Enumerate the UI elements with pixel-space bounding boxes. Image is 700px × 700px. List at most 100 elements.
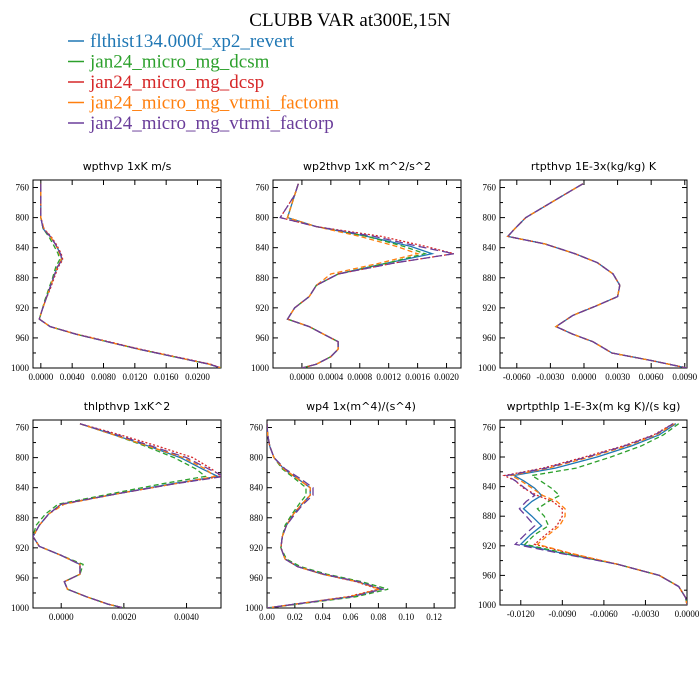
series-line-4	[286, 183, 420, 368]
series-line-2	[523, 423, 687, 605]
y-tick-label: 800	[256, 213, 270, 223]
x-tick-label: 0.0008	[347, 372, 372, 382]
panel-2: wp2thvp 1xK m^2/s^2 760 800 840 880 920 960 100…	[251, 160, 462, 382]
y-tick-label: 800	[483, 213, 497, 223]
x-tick-label: -0.0060	[503, 372, 531, 382]
legend-label: jan24_micro_mg_vtrmi_factorp	[89, 113, 334, 134]
panel-title: thlpthvp 1xK^2	[84, 400, 171, 413]
plot-frame	[32, 419, 222, 609]
x-tick-label: 0.0016	[405, 372, 430, 382]
panel-5: wp4 1x(m^4)/(s^4)76080084088092096010000…	[245, 400, 456, 622]
y-tick-label: 760	[16, 183, 30, 193]
panels: wpthvp 1xK m/s76080084088092096010000.00…	[11, 160, 700, 622]
series-line-5	[38, 183, 221, 368]
y-tick-label: 800	[16, 213, 30, 223]
x-tick-label: -0.0030	[537, 372, 565, 382]
series-line-4	[506, 183, 687, 368]
x-tick-label: -0.0090	[548, 609, 576, 619]
series-line-3	[502, 423, 687, 605]
y-tick-label: 880	[483, 511, 497, 521]
series-line-3	[279, 183, 454, 368]
y-tick-label: 920	[16, 543, 30, 553]
series-line-2	[33, 423, 207, 608]
series-group	[33, 423, 221, 608]
y-tick-label: 800	[483, 452, 497, 462]
y-tick-label: 1000	[11, 603, 30, 613]
y-tick-label: 840	[256, 243, 270, 253]
series-line-4	[33, 423, 217, 608]
legend-label: flthist134.000f_xp2_revert	[90, 31, 295, 52]
legend-entry: jan24_micro_mg_dcsp	[68, 72, 264, 93]
y-tick-label: 1000	[11, 363, 30, 373]
series-line-5	[267, 423, 386, 608]
y-tick-label: 880	[256, 273, 270, 283]
x-tick-label: -0.0060	[590, 609, 618, 619]
legend-entry: jan24_micro_mg_dcsm	[68, 52, 270, 73]
y-tick-label: 880	[250, 513, 264, 523]
x-tick-label: 0.06	[343, 612, 359, 622]
y-tick-label: 760	[256, 183, 270, 193]
x-tick-label: 0.10	[398, 612, 414, 622]
x-tick-label: 0.0030	[605, 372, 630, 382]
x-tick-label: 0.02	[287, 612, 303, 622]
y-tick-label: 1000	[478, 363, 497, 373]
y-tick-label: 960	[483, 333, 497, 343]
plot-frame	[499, 179, 688, 369]
figure-title: CLUBB VAR at300E,15N	[249, 10, 451, 31]
series-line-5	[506, 183, 687, 368]
y-tick-label: 960	[250, 573, 264, 583]
panel-title: wprtpthlp 1-E-3x(m kg K)/(s kg)	[507, 400, 681, 413]
y-tick-label: 920	[16, 303, 30, 313]
y-tick-label: 920	[250, 543, 264, 553]
y-tick-label: 760	[483, 183, 497, 193]
panel-1: wpthvp 1xK m/s76080084088092096010000.00…	[11, 160, 222, 382]
panel-title: wp2thvp 1xK m^2/s^2	[303, 160, 431, 173]
series-line-2	[286, 183, 428, 368]
y-tick-label: 920	[483, 303, 497, 313]
panel-3: rtpthvp 1E-3x(kg/kg) K 760 800 840 880 920 960…	[478, 160, 698, 382]
series-line-1	[511, 423, 687, 605]
legend-label: jan24_micro_mg_dcsm	[89, 52, 270, 73]
series-line-3	[33, 423, 221, 608]
x-tick-label: 0.0000	[675, 609, 700, 619]
y-tick-label: 760	[16, 423, 30, 433]
series-line-3	[506, 183, 687, 368]
x-tick-label: 0.12	[426, 612, 442, 622]
plot-frame	[266, 419, 456, 609]
y-tick-label: 960	[483, 570, 497, 580]
y-tick-label: 920	[483, 541, 497, 551]
x-tick-label: 0.0060	[639, 372, 664, 382]
x-tick-label: 0.0000	[572, 372, 597, 382]
x-tick-label: 0.00	[259, 612, 275, 622]
y-tick-label: 840	[16, 243, 30, 253]
x-tick-label: -0.0030	[632, 609, 660, 619]
legend-label: jan24_micro_mg_dcsp	[89, 72, 264, 93]
y-tick-label: 880	[16, 513, 30, 523]
plot-frame	[32, 179, 222, 369]
series-line-4	[509, 423, 687, 605]
series-group	[502, 423, 687, 605]
y-tick-label: 1000	[478, 600, 497, 610]
series-line-2	[267, 423, 389, 608]
y-tick-label: 840	[16, 483, 30, 493]
x-tick-label: 0.0160	[154, 372, 179, 382]
panel-title: wp4 1x(m^4)/(s^4)	[306, 400, 416, 413]
series-line-1	[33, 423, 221, 608]
legend-label: jan24_micro_mg_vtrmi_factorm	[89, 93, 339, 114]
series-line-3	[38, 183, 221, 368]
plot-frame	[499, 419, 688, 606]
y-tick-label: 760	[483, 422, 497, 432]
y-tick-label: 840	[483, 482, 497, 492]
x-tick-label: 0.0200	[185, 372, 210, 382]
series-group	[38, 183, 221, 368]
x-tick-label: 0.0012	[376, 372, 401, 382]
series-line-4	[267, 423, 383, 608]
series-group	[267, 423, 389, 608]
x-tick-label: 0.0040	[60, 372, 85, 382]
series-line-3	[267, 423, 381, 608]
x-tick-label: 0.0000	[49, 612, 74, 622]
legend-entry: jan24_micro_mg_vtrmi_factorm	[68, 93, 339, 114]
y-tick-label: 1000	[245, 603, 264, 613]
legend-entry: flthist134.000f_xp2_revert	[68, 31, 295, 52]
series-line-1	[267, 423, 384, 608]
